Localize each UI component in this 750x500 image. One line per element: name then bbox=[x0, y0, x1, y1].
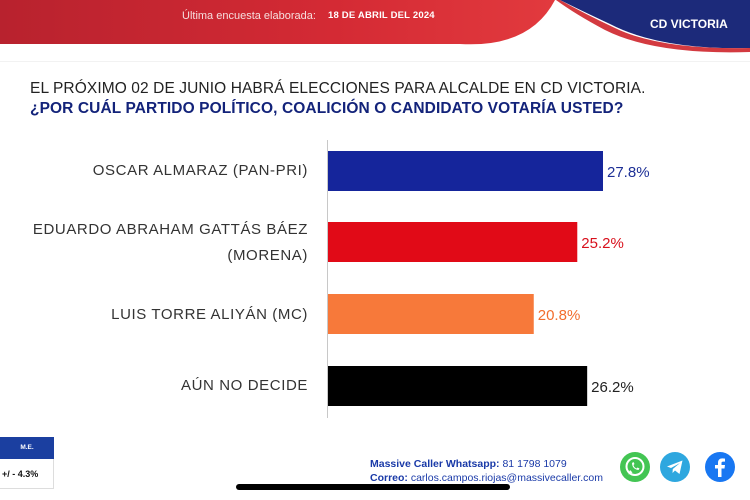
bar-0 bbox=[328, 151, 603, 191]
category-label-1-line-0: EDUARDO ABRAHAM GATTÁS BÁEZ bbox=[32, 221, 308, 238]
category-label-1-line-1: (MORENA) bbox=[227, 247, 308, 264]
margin-of-error-label: M.E. bbox=[0, 437, 54, 459]
survey-date: 18 DE ABRIL DEL 2024 bbox=[328, 10, 435, 21]
bar-2 bbox=[328, 294, 534, 334]
whatsapp-label: Massive Caller Whatsapp: bbox=[370, 458, 500, 470]
telegram-icon[interactable] bbox=[660, 452, 690, 482]
city-label: CD VICTORIA bbox=[650, 17, 728, 31]
header-banner: Última encuesta elaborada: 18 DE ABRIL D… bbox=[0, 0, 750, 62]
whatsapp-contact: Massive Caller Whatsapp: 81 1798 1079 bbox=[370, 458, 567, 470]
email-address[interactable]: carlos.campos.riojas@massivecaller.com bbox=[410, 472, 603, 484]
category-label-2: LUIS TORRE ALIYÁN (MC) bbox=[18, 302, 308, 328]
banner-shape bbox=[0, 0, 750, 62]
question-line-2: ¿POR CUÁL PARTIDO POLÍTICO, COALICIÓN O … bbox=[30, 100, 624, 117]
data-label-3: 26.2% bbox=[591, 379, 634, 396]
category-label-1: EDUARDO ABRAHAM GATTÁS BÁEZ (MORENA) bbox=[18, 217, 308, 269]
category-label-2-line-0: LUIS TORRE ALIYÁN (MC) bbox=[111, 306, 308, 323]
data-label-0: 27.8% bbox=[607, 164, 650, 181]
question-line-1: EL PRÓXIMO 02 DE JUNIO HABRÁ ELECCIONES … bbox=[30, 80, 646, 97]
whatsapp-number[interactable]: 81 1798 1079 bbox=[502, 458, 567, 470]
email-label: Correo: bbox=[370, 472, 408, 484]
whatsapp-icon[interactable] bbox=[620, 452, 650, 482]
category-label-0-line-0: OSCAR ALMARAZ (PAN-PRI) bbox=[92, 162, 308, 179]
email-contact: Correo: carlos.campos.riojas@massivecall… bbox=[370, 472, 603, 484]
data-label-1: 25.2% bbox=[581, 235, 624, 252]
home-indicator bbox=[236, 484, 510, 490]
margin-of-error-box: M.E. +/ - 4.3% bbox=[0, 437, 54, 489]
category-label-3: AÚN NO DECIDE bbox=[18, 373, 308, 399]
margin-of-error-value: +/ - 4.3% bbox=[0, 459, 54, 489]
category-label-0: OSCAR ALMARAZ (PAN-PRI) bbox=[18, 158, 308, 184]
survey-label: Última encuesta elaborada: bbox=[182, 10, 316, 22]
data-label-2: 20.8% bbox=[538, 307, 581, 324]
facebook-icon[interactable] bbox=[705, 452, 735, 482]
bar-1 bbox=[328, 222, 578, 262]
category-label-3-line-0: AÚN NO DECIDE bbox=[181, 377, 308, 394]
bar-3 bbox=[328, 366, 588, 406]
